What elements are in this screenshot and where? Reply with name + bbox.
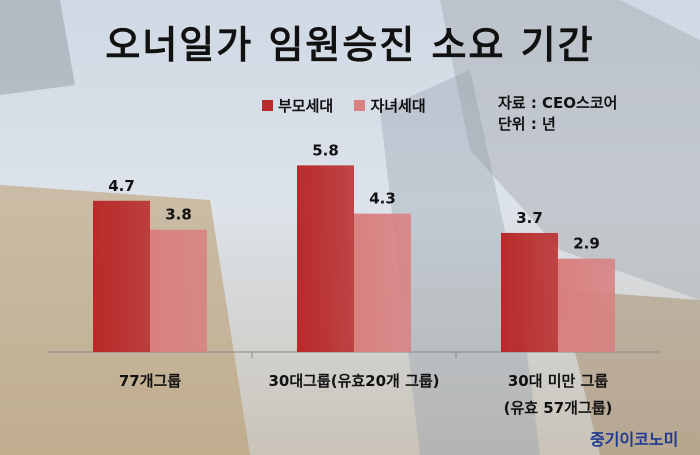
legend-swatch-parent	[262, 100, 273, 111]
x-tick-label: (유효 57개그룹)	[504, 399, 613, 417]
data-label: 2.9	[573, 235, 600, 253]
bar-parent-3	[501, 232, 558, 352]
bar-child-2	[354, 213, 411, 352]
brand-logo-text: 중기이코노미	[590, 430, 679, 449]
chart-legend: 부모세대 자녀세대	[262, 95, 442, 116]
data-label: 3.7	[516, 209, 543, 227]
data-label: 5.8	[312, 141, 339, 159]
unit-line: 단위 : 년	[498, 115, 556, 133]
data-label: 4.7	[108, 177, 135, 195]
bar-child-3	[558, 258, 615, 352]
x-tick-label: 30대그룹(유효20개 그룹)	[268, 372, 439, 390]
page-title: 오너일가 임원승진 소요 기간	[105, 23, 595, 67]
legend-label-parent: 부모세대	[278, 97, 334, 115]
legend-item-parent: 부모세대	[262, 95, 333, 116]
data-label: 4.3	[369, 190, 396, 208]
legend-swatch-child	[354, 100, 366, 111]
x-tick-label: 77개그룹	[119, 372, 181, 390]
data-label: 3.8	[165, 206, 192, 224]
source-line: 자료 : CEO스코어	[498, 94, 618, 112]
source-note: 자료 : CEO스코어 단위 : 년	[498, 93, 617, 135]
legend-item-child: 자녀세대	[354, 95, 426, 116]
x-tick-label: 30대 미만 그룹	[508, 372, 609, 390]
bar-child-1	[150, 229, 207, 352]
bar-parent-2	[297, 165, 354, 352]
bar-parent-1	[93, 200, 150, 352]
legend-label-child: 자녀세대	[370, 97, 426, 115]
